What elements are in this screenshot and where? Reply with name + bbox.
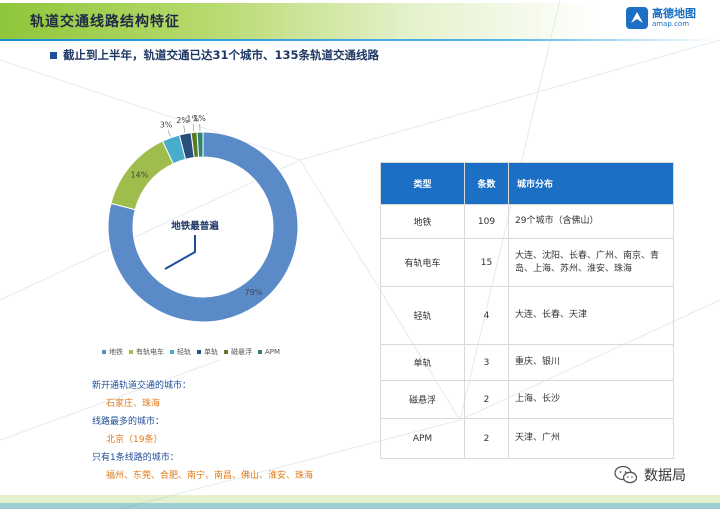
donut-slice-地铁 — [107, 131, 299, 323]
cell-count: 109 — [464, 204, 509, 239]
legend-swatch — [258, 350, 262, 354]
legend-swatch — [170, 350, 174, 354]
cell-cities: 上海、长沙 — [508, 380, 674, 419]
legend-item: 有轨电车 — [129, 347, 164, 357]
one-line-label: 只有1条线路的城市： — [92, 453, 179, 463]
legend-item: 地铁 — [102, 347, 123, 357]
header-type: 类型 — [380, 162, 465, 205]
legend-item: 单轨 — [197, 347, 218, 357]
legend-label: 单轨 — [204, 348, 218, 356]
table-row: 单轨 3 重庆、银川 — [380, 344, 674, 381]
table-row: 轻轨 4 大连、长春、天津 — [380, 286, 674, 345]
cell-type: 有轨电车 — [380, 238, 465, 287]
slice-leader-line — [167, 129, 171, 137]
cell-cities: 大连、长春、天津 — [508, 286, 674, 345]
one-line-value: 福州、东莞、合肥、南宁、南昌、佛山、淮安、珠海 — [106, 471, 314, 481]
cell-count: 2 — [464, 380, 509, 419]
header-band — [0, 3, 600, 39]
rail-type-table: 类型 条数 城市分布 地铁 109 29个城市（含佛山） 有轨电车 15 大连、… — [380, 162, 674, 459]
cell-type: APM — [380, 418, 465, 459]
legend-swatch — [197, 350, 201, 354]
legend-item: 轻轨 — [170, 347, 191, 357]
slice-label: 1% — [186, 114, 199, 123]
legend-label: 轻轨 — [177, 348, 191, 356]
legend-item: 磁悬浮 — [224, 347, 252, 357]
cell-count: 2 — [464, 418, 509, 459]
logo-domain: amap.com — [652, 20, 690, 28]
wechat-icon — [614, 465, 638, 484]
donut-slice-APM — [196, 131, 204, 158]
new-cities-value: 石家庄、珠海 — [106, 399, 161, 409]
info-panel: 新开通轨道交通的城市： 石家庄、珠海 线路最多的城市： 北京（19条） 只有1条… — [92, 377, 313, 485]
new-cities-label: 新开通轨道交通的城市： — [92, 381, 192, 391]
header-count: 条数 — [464, 162, 509, 205]
chart-annotation: 地铁最普遍 — [171, 220, 219, 232]
slice-label: 1% — [193, 114, 206, 123]
cell-cities: 天津、广州 — [508, 418, 674, 459]
slice-leader-line — [193, 124, 195, 132]
cell-type: 地铁 — [380, 204, 465, 239]
cell-cities: 重庆、银川 — [508, 344, 674, 381]
annotation-pointer — [164, 235, 196, 270]
donut-chart: 79%14%3%2%1%1%地铁最普遍 — [107, 114, 299, 323]
cell-type: 轻轨 — [380, 286, 465, 345]
legend-swatch — [129, 350, 133, 354]
cell-count: 15 — [464, 238, 509, 287]
logo-name: 高德地图 — [652, 7, 696, 20]
table-header-row: 类型 条数 城市分布 — [380, 162, 674, 205]
legend-label: 地铁 — [109, 348, 123, 356]
legend-label: 磁悬浮 — [231, 348, 252, 356]
slice-leader-line — [183, 125, 186, 133]
chart-legend: 地铁 有轨电车 轻轨 单轨 磁悬浮 APM — [102, 347, 286, 357]
header-rule — [0, 39, 720, 41]
legend-label: 有轨电车 — [136, 348, 164, 356]
header-bar: 轨道交通线路结构特征 高德地图 amap.com — [0, 0, 720, 42]
amap-logo-icon — [626, 7, 648, 29]
table-row: 磁悬浮 2 上海、长沙 — [380, 380, 674, 419]
amap-logo: 高德地图 amap.com — [626, 7, 696, 29]
table-row: 地铁 109 29个城市（含佛山） — [380, 204, 674, 239]
legend-swatch — [102, 350, 106, 354]
header-cities: 城市分布 — [508, 162, 674, 205]
legend-swatch — [224, 350, 228, 354]
legend-item: APM — [258, 347, 280, 357]
bullet-icon — [50, 51, 57, 59]
watermark-text: 数据局 — [644, 468, 686, 484]
most-lines-value: 北京（19条） — [106, 435, 163, 445]
page-title: 轨道交通线路结构特征 — [30, 14, 180, 30]
cell-count: 4 — [464, 286, 509, 345]
cell-cities: 大连、沈阳、长春、广州、南京、青岛、上海、苏州、淮安、珠海 — [508, 238, 674, 287]
slice-label: 2% — [176, 116, 189, 125]
most-lines-label: 线路最多的城市： — [92, 417, 165, 427]
slice-label: 3% — [160, 120, 173, 129]
cell-count: 3 — [464, 344, 509, 381]
subtitle-text: 截止到上半年，轨道交通已达31个城市、135条轨道交通线路 — [63, 48, 380, 62]
slice-label: 79% — [245, 288, 263, 297]
subtitle: 截止到上半年，轨道交通已达31个城市、135条轨道交通线路 — [50, 47, 379, 63]
cell-cities: 29个城市（含佛山） — [508, 204, 674, 239]
table-row: 有轨电车 15 大连、沈阳、长春、广州、南京、青岛、上海、苏州、淮安、珠海 — [380, 238, 674, 287]
cell-type: 磁悬浮 — [380, 380, 465, 419]
slice-label: 14% — [131, 170, 149, 179]
table-row: APM 2 天津、广州 — [380, 418, 674, 459]
cell-type: 单轨 — [380, 344, 465, 381]
legend-label: APM — [265, 348, 281, 356]
watermark: 数据局 — [614, 465, 686, 485]
